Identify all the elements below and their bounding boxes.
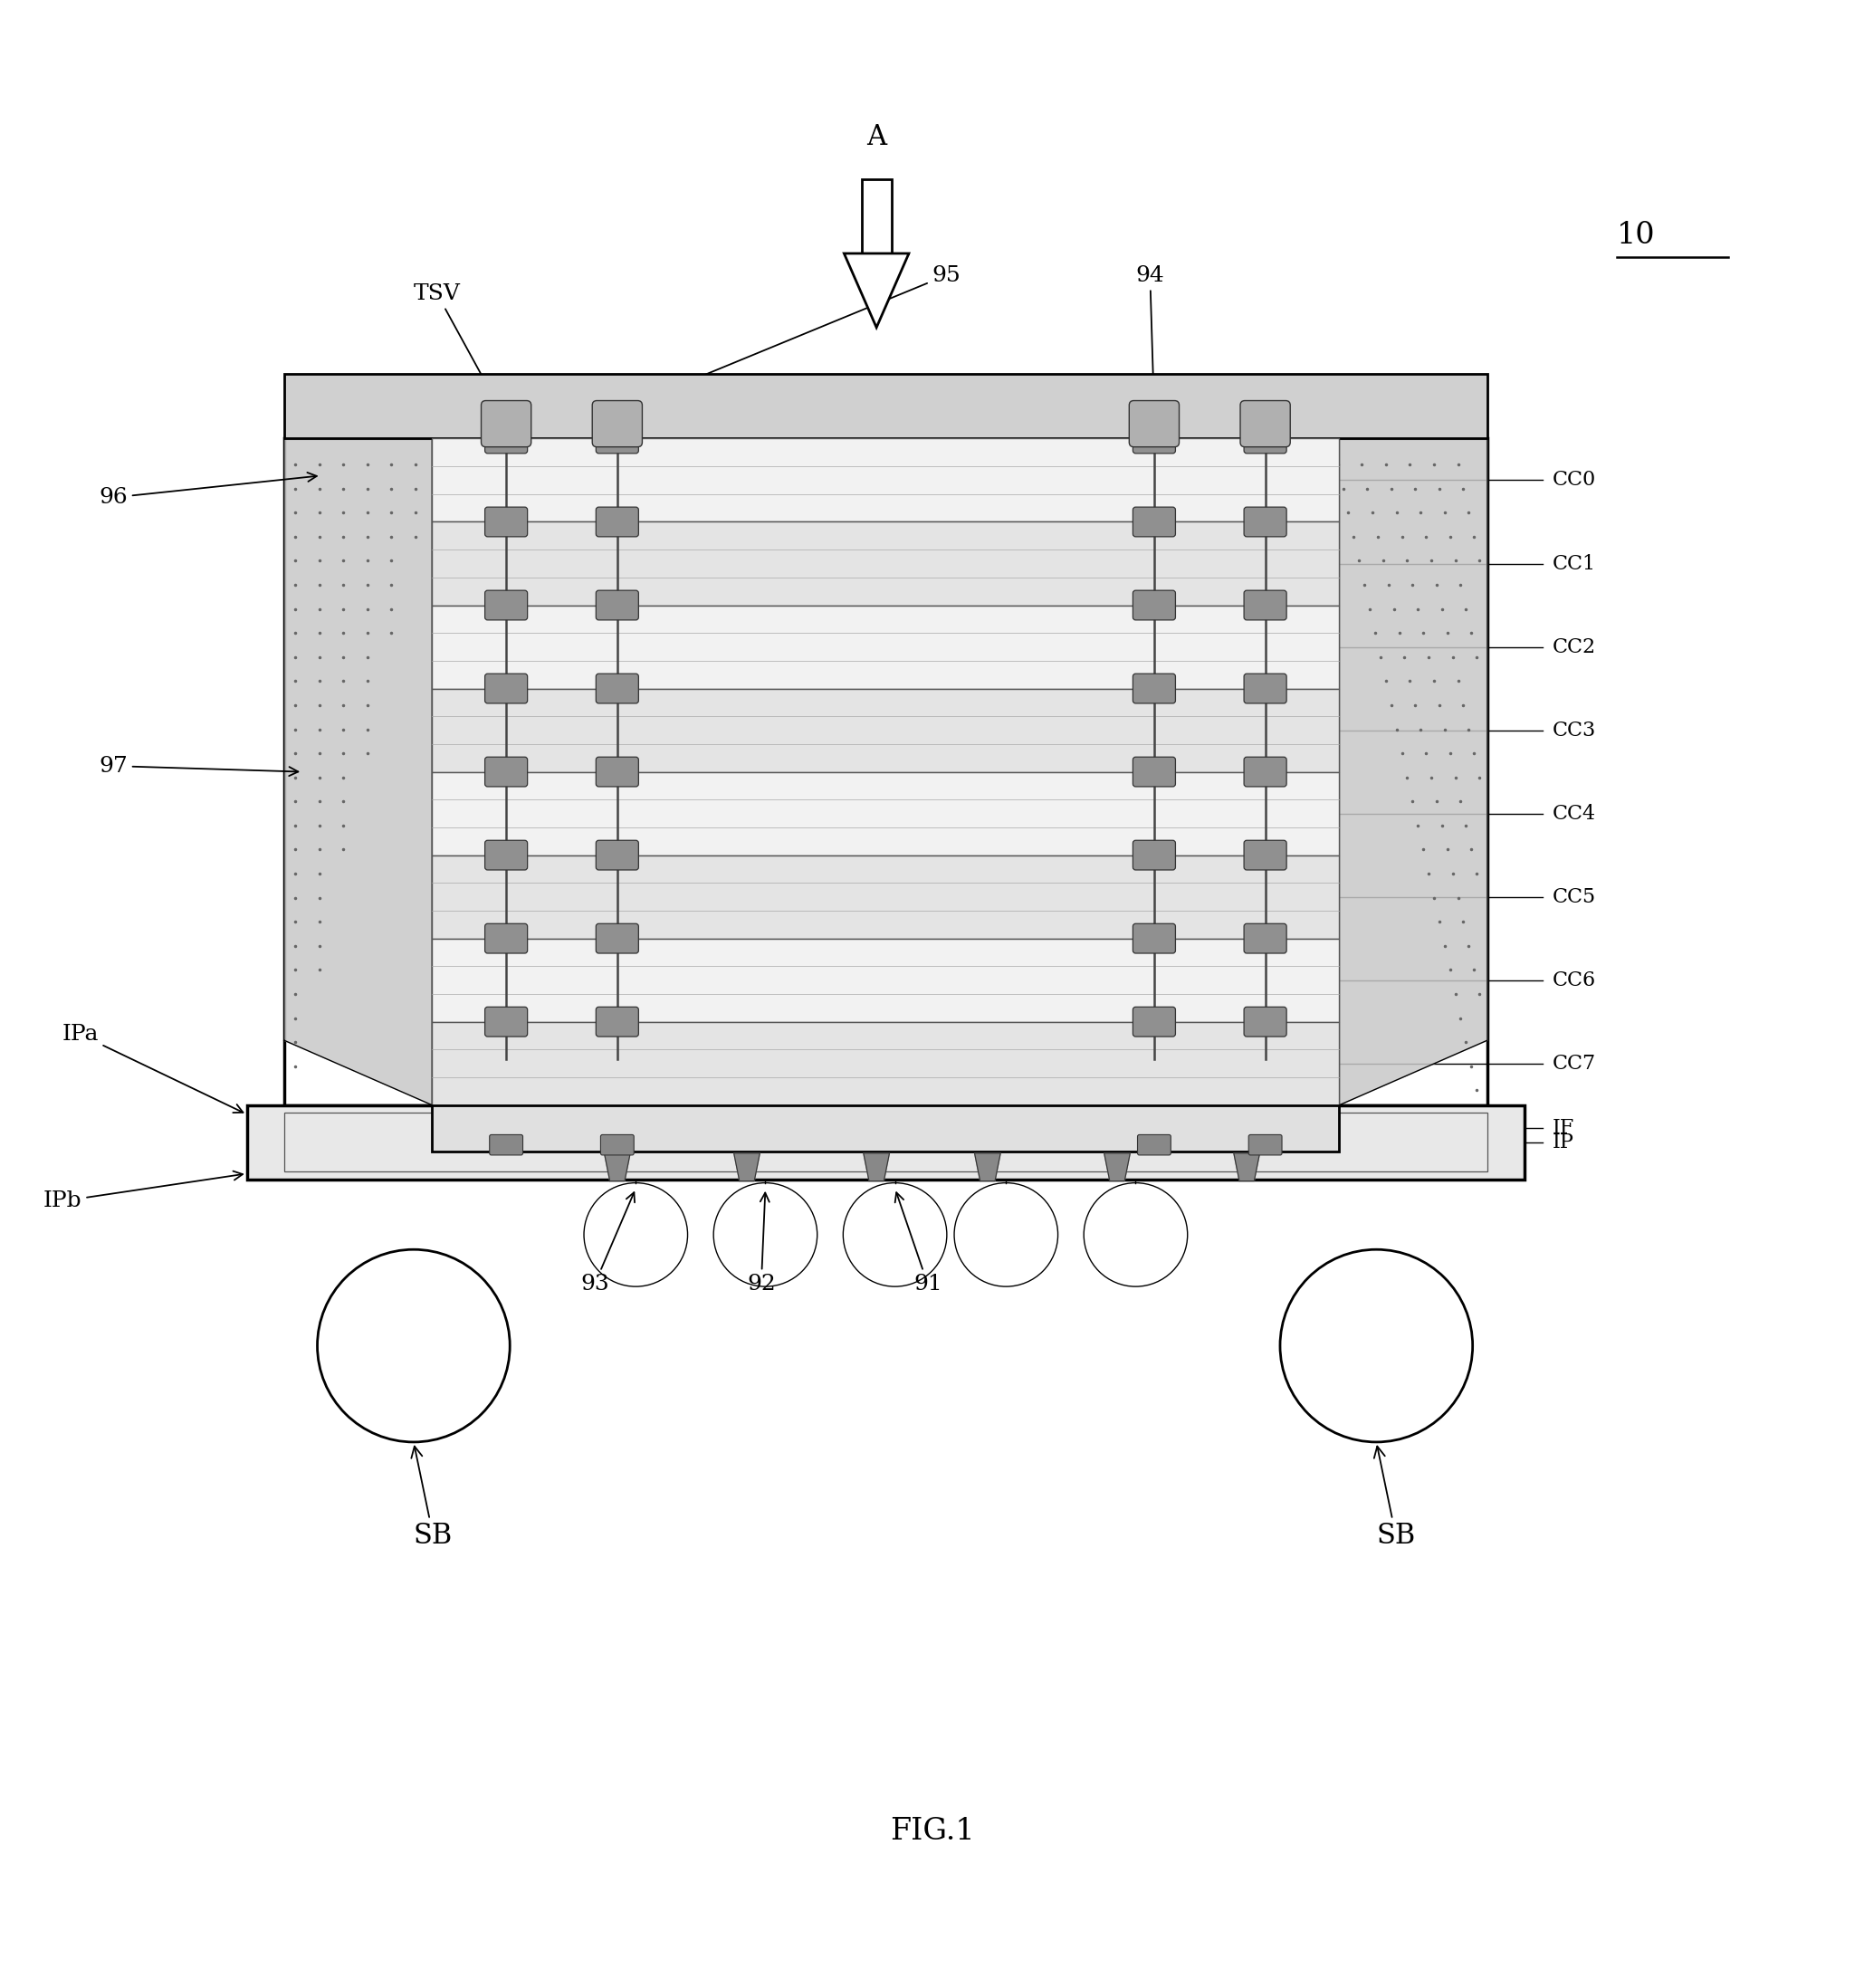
FancyBboxPatch shape: [1137, 1135, 1171, 1155]
FancyBboxPatch shape: [596, 423, 639, 453]
FancyBboxPatch shape: [485, 674, 528, 704]
FancyBboxPatch shape: [1243, 841, 1286, 871]
Polygon shape: [844, 179, 910, 252]
Circle shape: [1083, 1183, 1187, 1286]
Polygon shape: [1340, 439, 1487, 1105]
Polygon shape: [1103, 1153, 1130, 1181]
FancyBboxPatch shape: [1243, 674, 1286, 704]
Polygon shape: [734, 1153, 761, 1181]
FancyBboxPatch shape: [485, 507, 528, 537]
Bar: [432, 855, 1340, 938]
Bar: [432, 1022, 1340, 1105]
Bar: [283, 439, 1487, 1105]
FancyBboxPatch shape: [485, 924, 528, 954]
FancyBboxPatch shape: [596, 924, 639, 954]
Bar: [432, 771, 1340, 855]
Bar: [432, 523, 1340, 604]
Text: IPb: IPb: [43, 1171, 242, 1211]
FancyBboxPatch shape: [1133, 924, 1176, 954]
FancyBboxPatch shape: [1133, 757, 1176, 787]
FancyBboxPatch shape: [485, 1008, 528, 1036]
FancyBboxPatch shape: [596, 757, 639, 787]
Bar: [246, 1105, 1525, 1179]
FancyBboxPatch shape: [1243, 924, 1286, 954]
FancyBboxPatch shape: [1133, 1008, 1176, 1036]
Circle shape: [714, 1183, 816, 1286]
Text: 10: 10: [1618, 221, 1655, 248]
Bar: [432, 688, 1340, 771]
Circle shape: [843, 1183, 947, 1286]
FancyBboxPatch shape: [490, 1135, 522, 1155]
FancyBboxPatch shape: [481, 402, 531, 447]
Bar: [432, 938, 1340, 1022]
Text: CC3: CC3: [1553, 720, 1596, 740]
FancyBboxPatch shape: [1133, 841, 1176, 871]
Text: CC0: CC0: [1553, 471, 1596, 491]
Text: 91: 91: [895, 1193, 941, 1294]
Polygon shape: [844, 252, 910, 328]
Bar: [283, 1113, 1487, 1171]
Text: SB: SB: [1374, 1447, 1415, 1551]
FancyBboxPatch shape: [485, 841, 528, 871]
Bar: [432, 1105, 1340, 1151]
Polygon shape: [1234, 1153, 1260, 1181]
Bar: [283, 374, 1487, 439]
FancyBboxPatch shape: [1243, 423, 1286, 453]
Text: 94: 94: [1135, 264, 1165, 406]
Text: IP: IP: [1553, 1131, 1573, 1153]
Text: 92: 92: [747, 1193, 775, 1294]
Text: CC4: CC4: [1553, 803, 1596, 823]
FancyBboxPatch shape: [596, 507, 639, 537]
Polygon shape: [863, 1153, 889, 1181]
FancyBboxPatch shape: [1133, 507, 1176, 537]
Text: CC5: CC5: [1553, 887, 1596, 907]
FancyBboxPatch shape: [596, 674, 639, 704]
Circle shape: [317, 1250, 511, 1441]
FancyBboxPatch shape: [1133, 590, 1176, 620]
FancyBboxPatch shape: [1243, 757, 1286, 787]
Text: CC2: CC2: [1553, 636, 1596, 656]
FancyBboxPatch shape: [485, 590, 528, 620]
FancyBboxPatch shape: [1243, 590, 1286, 620]
Circle shape: [954, 1183, 1059, 1286]
Text: 95: 95: [621, 264, 960, 410]
Text: CC6: CC6: [1553, 970, 1596, 990]
FancyBboxPatch shape: [1249, 1135, 1282, 1155]
Circle shape: [583, 1183, 688, 1286]
FancyBboxPatch shape: [1243, 507, 1286, 537]
Polygon shape: [283, 439, 432, 1105]
Text: FIG.1: FIG.1: [889, 1817, 975, 1845]
Circle shape: [1281, 1250, 1473, 1441]
FancyBboxPatch shape: [1243, 1008, 1286, 1036]
FancyBboxPatch shape: [596, 841, 639, 871]
Text: 96: 96: [99, 473, 317, 507]
Text: IF: IF: [1553, 1119, 1575, 1139]
FancyBboxPatch shape: [596, 590, 639, 620]
FancyBboxPatch shape: [485, 423, 528, 453]
Text: 97: 97: [99, 755, 298, 777]
Polygon shape: [975, 1153, 1001, 1181]
Bar: [432, 604, 1340, 688]
FancyBboxPatch shape: [600, 1135, 634, 1155]
Text: TSV: TSV: [414, 284, 503, 415]
FancyBboxPatch shape: [1133, 423, 1176, 453]
FancyBboxPatch shape: [593, 402, 643, 447]
FancyBboxPatch shape: [1240, 402, 1290, 447]
FancyBboxPatch shape: [485, 757, 528, 787]
Text: SB: SB: [412, 1447, 453, 1551]
Text: CC7: CC7: [1553, 1054, 1596, 1074]
FancyBboxPatch shape: [1133, 674, 1176, 704]
Bar: [432, 439, 1340, 523]
Text: A: A: [867, 123, 887, 151]
FancyBboxPatch shape: [596, 1008, 639, 1036]
FancyBboxPatch shape: [1130, 402, 1180, 447]
Text: IPa: IPa: [62, 1024, 242, 1113]
Text: CC1: CC1: [1553, 553, 1596, 573]
Text: 93: 93: [580, 1193, 634, 1294]
Polygon shape: [604, 1153, 630, 1181]
